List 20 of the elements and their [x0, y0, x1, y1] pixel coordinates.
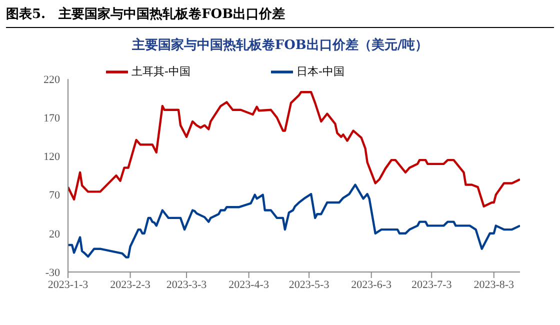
x-tick-label: 2023-1-3 [48, 278, 89, 291]
chart-title: 图表5. 主要国家与中国热轧板卷FOB出口价差 [6, 5, 554, 28]
y-tick-label: 120 [44, 151, 60, 164]
x-tick-label: 2023-3-3 [166, 278, 208, 291]
y-tick-label: -30 [45, 266, 60, 279]
x-tick-label: 2023-6-3 [351, 278, 392, 291]
y-tick-label: 70 [49, 190, 60, 202]
x-tick-label: 2023-5-3 [288, 278, 330, 291]
legend-label: 日本-中国 [296, 65, 344, 78]
line-series [68, 184, 520, 258]
x-tick-label: 2023-8-3 [474, 278, 515, 291]
y-tick-label: 20 [49, 228, 60, 240]
x-tick-label: 2023-4-3 [228, 278, 270, 291]
x-tick-label: 2023-7-3 [411, 278, 452, 291]
x-tick-label: 2023-2-3 [110, 278, 151, 291]
chart-subtitle: 主要国家与中国热轧板卷FOB出口价差（美元/吨） [130, 36, 430, 54]
line-series [68, 91, 520, 208]
legend-label: 土耳其-中国 [132, 65, 190, 78]
y-tick-label: 170 [44, 112, 60, 125]
y-tick-label: 220 [44, 74, 60, 86]
